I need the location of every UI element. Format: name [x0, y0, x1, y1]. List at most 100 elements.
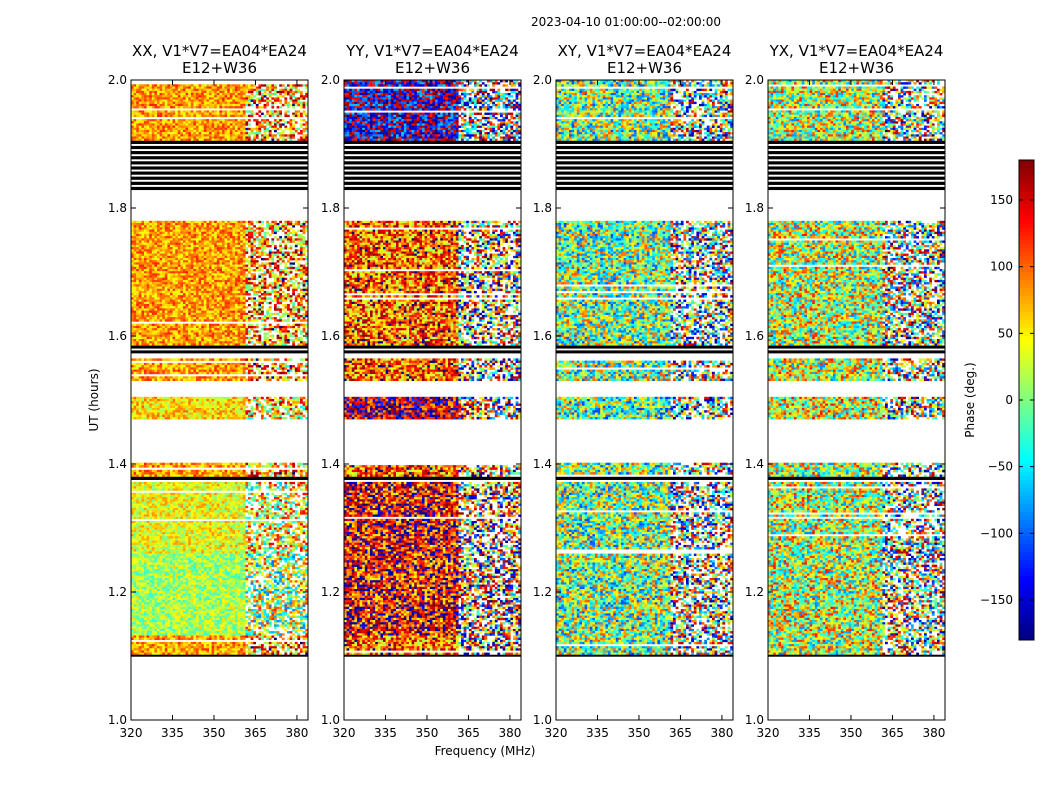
heatmap-cell	[292, 255, 295, 259]
heatmap-cell	[164, 112, 168, 115]
heatmap-cell	[180, 358, 184, 361]
heatmap-cell	[136, 110, 139, 113]
heatmap-cell	[203, 273, 207, 276]
heatmap-cell	[292, 334, 295, 338]
heatmap-cell	[255, 286, 259, 289]
heatmap-cell	[261, 244, 264, 248]
heatmap-cell	[245, 275, 249, 278]
heatmap-cell	[224, 312, 228, 316]
heatmap-cell	[190, 225, 194, 228]
heatmap-cell	[297, 238, 301, 241]
heatmap-cell	[190, 275, 194, 278]
heatmap-cell	[170, 339, 173, 342]
heatmap-cell	[149, 110, 152, 113]
heatmap-cell	[232, 129, 236, 133]
heatmap-cell	[185, 240, 189, 243]
heatmap-cell	[196, 269, 199, 272]
heatmap-cell	[276, 279, 280, 283]
heatmap-cell	[284, 295, 288, 298]
heatmap-cell	[203, 134, 207, 137]
heatmap-cell	[198, 123, 202, 126]
heatmap-cell	[305, 301, 308, 305]
heatmap-cell	[206, 260, 210, 263]
heatmap-cell	[255, 236, 259, 239]
heatmap-cell	[183, 132, 186, 135]
heatmap-cell	[183, 238, 186, 241]
heatmap-cell	[214, 310, 217, 313]
heatmap-cell	[261, 308, 264, 311]
heatmap-cell	[172, 269, 176, 272]
heatmap-cell	[146, 277, 150, 281]
heatmap-cell	[133, 231, 137, 235]
heatmap-cell	[164, 266, 168, 270]
heatmap-cell	[248, 297, 251, 300]
heatmap-cell	[159, 314, 163, 318]
heatmap-cell	[284, 242, 288, 246]
heatmap-cell	[138, 123, 142, 126]
heatmap-cell	[136, 136, 139, 139]
heatmap-cell	[237, 332, 241, 335]
heatmap-cell	[237, 308, 241, 311]
heatmap-cell	[274, 279, 277, 283]
heatmap-cell	[294, 286, 298, 289]
heatmap-cell	[141, 236, 145, 239]
heatmap-cell	[180, 223, 184, 226]
heatmap-cell	[198, 295, 202, 298]
heatmap-cell	[227, 301, 230, 305]
heatmap-cell	[154, 253, 158, 256]
heatmap-cell	[146, 312, 150, 316]
heatmap-cell	[222, 358, 225, 361]
heatmap-cell	[271, 231, 275, 235]
heatmap-cell	[216, 264, 220, 267]
heatmap-cell	[253, 119, 256, 122]
heatmap-cell	[159, 255, 163, 259]
heatmap-cell	[188, 362, 191, 366]
heatmap-cell	[232, 121, 236, 124]
heatmap-cell	[211, 304, 215, 307]
heatmap-cell	[154, 93, 158, 96]
heatmap-cell	[183, 99, 186, 102]
heatmap-cell	[190, 249, 194, 252]
heatmap-cell	[141, 308, 145, 311]
heatmap-cell	[149, 138, 152, 141]
heatmap-cell	[188, 293, 191, 296]
heatmap-cell	[144, 328, 147, 331]
heatmap-cell	[138, 264, 142, 267]
heatmap-cell	[305, 255, 308, 259]
heatmap-cell	[216, 112, 220, 115]
heatmap-cell	[164, 288, 168, 292]
heatmap-cell	[177, 282, 181, 285]
heatmap-cell	[188, 282, 191, 285]
heatmap-cell	[284, 99, 288, 102]
heatmap-cell	[219, 110, 223, 113]
heatmap-cell	[172, 343, 176, 346]
heatmap-cell	[214, 325, 217, 329]
heatmap-cell	[193, 297, 197, 300]
heatmap-cell	[292, 136, 295, 139]
heatmap-cell	[297, 110, 301, 113]
heatmap-cell	[146, 260, 150, 263]
heatmap-cell	[214, 255, 217, 259]
heatmap-cell	[255, 262, 259, 265]
heatmap-cell	[279, 114, 282, 118]
heatmap-cell	[185, 253, 189, 256]
heatmap-cell	[279, 238, 282, 241]
heatmap-cell	[237, 310, 241, 313]
heatmap-cell	[255, 362, 259, 366]
heatmap-cell	[214, 308, 217, 311]
heatmap-cell	[219, 284, 223, 287]
heatmap-cell	[271, 114, 275, 118]
heatmap-cell	[170, 336, 173, 340]
heatmap-cell	[250, 229, 254, 232]
heatmap-cell	[222, 119, 225, 122]
heatmap-cell	[219, 339, 223, 342]
heatmap-cell	[196, 328, 199, 331]
heatmap-cell	[203, 106, 207, 109]
heatmap-cell	[198, 325, 202, 329]
heatmap-cell	[237, 275, 241, 278]
heatmap-cell	[185, 249, 189, 252]
heatmap-cell	[235, 253, 238, 256]
heatmap-cell	[248, 288, 251, 292]
heatmap-cell	[294, 319, 298, 322]
heatmap-cell	[305, 258, 308, 261]
